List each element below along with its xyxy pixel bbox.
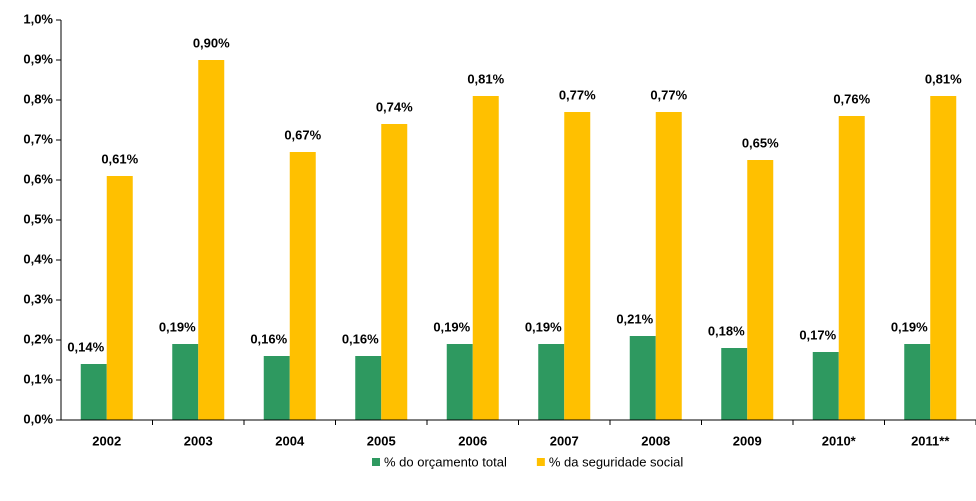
data-label: 0,16% <box>250 331 287 346</box>
data-label: 0,77% <box>650 87 687 102</box>
data-label: 0,14% <box>67 339 104 354</box>
data-label: 0,81% <box>467 71 504 86</box>
bar <box>721 348 748 420</box>
x-tick-label: 2009 <box>733 433 762 448</box>
y-tick-label: 0,4% <box>23 251 53 266</box>
bar <box>381 124 408 420</box>
x-tick-label: 2003 <box>184 433 213 448</box>
bar <box>355 356 382 420</box>
bar <box>263 356 290 420</box>
legend-swatch <box>372 458 380 466</box>
data-label: 0,19% <box>891 319 928 334</box>
bar <box>629 336 656 420</box>
y-tick-label: 0,1% <box>23 371 53 386</box>
x-tick-label: 2005 <box>367 433 396 448</box>
data-label: 0,74% <box>376 99 413 114</box>
bar <box>106 176 133 420</box>
bar <box>172 344 199 420</box>
x-tick-label: 2004 <box>275 433 305 448</box>
bar <box>564 112 591 420</box>
x-tick-label: 2002 <box>92 433 121 448</box>
y-tick-label: 0,6% <box>23 171 53 186</box>
bar <box>655 112 682 420</box>
legend-swatch <box>536 458 545 466</box>
data-label: 0,76% <box>833 91 870 106</box>
x-tick-label: 2008 <box>641 433 670 448</box>
y-tick-label: 0,0% <box>23 411 53 426</box>
data-label: 0,67% <box>284 127 321 142</box>
bar <box>838 116 865 420</box>
data-label: 0,19% <box>525 319 562 334</box>
x-tick-label: 2010* <box>822 433 857 448</box>
data-label: 0,81% <box>925 71 962 86</box>
y-tick-label: 0,7% <box>23 131 53 146</box>
data-label: 0,65% <box>742 135 779 150</box>
y-tick-label: 0,2% <box>23 331 53 346</box>
legend-label: % do orçamento total <box>384 454 507 469</box>
bar <box>538 344 565 420</box>
data-label: 0,19% <box>433 319 470 334</box>
y-tick-label: 0,3% <box>23 291 53 306</box>
x-tick-label: 2007 <box>550 433 579 448</box>
bar <box>472 96 499 420</box>
data-label: 0,17% <box>799 327 836 342</box>
y-tick-label: 0,9% <box>23 51 53 66</box>
legend-label: % da seguridade social <box>549 454 684 469</box>
data-label: 0,61% <box>101 151 138 166</box>
bar <box>812 352 839 420</box>
bar <box>930 96 957 420</box>
x-tick-label: 2011** <box>911 433 950 448</box>
bar <box>289 152 316 420</box>
data-label: 0,77% <box>559 87 596 102</box>
data-label: 0,16% <box>342 331 379 346</box>
data-label: 0,21% <box>616 311 653 326</box>
data-label: 0,90% <box>193 35 230 50</box>
data-label: 0,19% <box>159 319 196 334</box>
bar <box>747 160 774 420</box>
data-label: 0,18% <box>708 323 745 338</box>
y-tick-label: 0,8% <box>23 91 53 106</box>
bar <box>904 344 931 420</box>
y-tick-label: 0,5% <box>23 211 53 226</box>
x-tick-label: 2006 <box>458 433 487 448</box>
bar <box>80 364 107 420</box>
y-tick-label: 1,0% <box>23 11 53 26</box>
bar <box>446 344 473 420</box>
bar <box>198 60 225 420</box>
